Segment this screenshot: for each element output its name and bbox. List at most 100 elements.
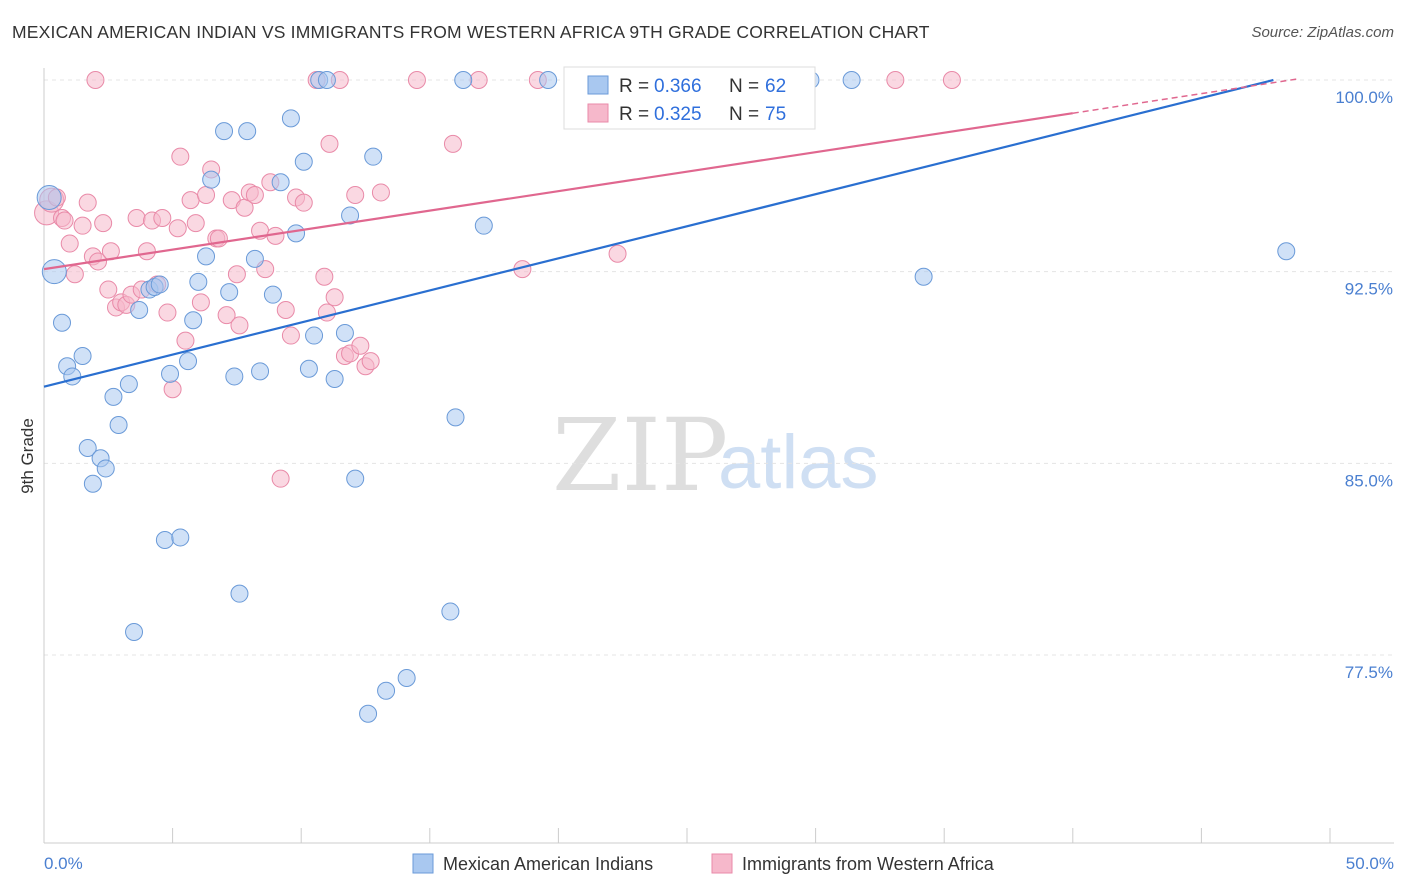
bottom-legend-label-blue: Mexican American Indians xyxy=(443,854,653,874)
legend-swatch-blue xyxy=(587,75,609,95)
western-africa-point xyxy=(168,219,187,238)
western-africa-point xyxy=(176,331,195,350)
mexican-american-indians-point xyxy=(271,173,290,192)
legend-r-value-blue: 0.366 xyxy=(654,76,702,97)
western-africa-point xyxy=(942,71,961,89)
western-africa-point xyxy=(186,214,205,233)
mexican-american-indians-point xyxy=(335,324,354,342)
legend-box: R = 0.366 N = 62 R = 0.325 N = 75 xyxy=(563,66,816,130)
western-africa-point xyxy=(227,265,246,284)
western-africa-point xyxy=(361,352,380,371)
legend-n-label-blue: N = xyxy=(729,76,759,97)
mexican-american-indians-point xyxy=(230,584,249,603)
x-tick-label-max: 50.0% xyxy=(1346,854,1394,873)
western-africa-point xyxy=(158,303,177,322)
mexican-american-indians-point xyxy=(130,301,149,319)
watermark-atlas: atlas xyxy=(718,420,879,505)
mexican-american-indians-point xyxy=(325,370,344,388)
y-tick-labels: 100.0% 92.5% 85.0% 77.5% xyxy=(1335,88,1393,682)
mexican-american-indians-point xyxy=(53,313,72,332)
western-africa-point xyxy=(99,280,118,299)
source-label: Source: ZipAtlas.com xyxy=(1251,24,1394,41)
western-africa-point xyxy=(60,234,79,253)
mexican-american-indians-point xyxy=(294,152,313,171)
mexican-american-indians-point xyxy=(341,206,360,225)
western-africa-point xyxy=(325,288,344,307)
mexican-american-indians-point xyxy=(96,459,115,478)
bottom-legend-label-pink: Immigrants from Western Africa xyxy=(742,854,995,874)
mexican-american-indians-point xyxy=(150,275,169,294)
western-africa-point xyxy=(217,306,236,325)
western-africa-point xyxy=(197,186,216,204)
mexican-american-indians-point xyxy=(263,285,282,304)
mexican-american-indians-point xyxy=(281,109,300,128)
mexican-american-indians-point xyxy=(119,375,138,394)
mexican-american-indians-point xyxy=(397,669,416,687)
y-tick-label: 92.5% xyxy=(1345,280,1393,299)
western-africa-point xyxy=(346,186,365,204)
western-africa-point xyxy=(407,71,426,89)
mexican-american-indians-point xyxy=(189,272,208,291)
bottom-legend: Mexican American Indians Immigrants from… xyxy=(412,853,995,874)
mexican-american-indians-point xyxy=(171,528,190,547)
mexican-american-indians-point xyxy=(914,267,933,286)
mexican-american-indians-point xyxy=(842,71,861,89)
trend-line-western-africa xyxy=(43,112,1073,271)
mexican-american-indians-point xyxy=(364,147,383,166)
western-africa-point xyxy=(181,191,200,210)
western-africa-point xyxy=(163,380,182,399)
mexican-american-indians-point xyxy=(238,122,257,141)
mexican-american-indians-point xyxy=(377,681,396,700)
mexican-american-indians-point xyxy=(346,469,365,488)
mexican-american-indians-point xyxy=(109,416,128,434)
mexican-american-indians-point xyxy=(245,249,264,268)
x-axis-ticks xyxy=(43,828,1331,843)
mexican-american-indians-point xyxy=(305,326,324,345)
mexican-american-indians-point xyxy=(287,224,306,243)
trend-line-mexican-american-indians xyxy=(43,78,1274,388)
trend-line-western-africa-extension xyxy=(1072,77,1300,114)
western-africa-point xyxy=(230,316,249,335)
legend-r-label-blue: R = xyxy=(619,76,649,97)
mexican-american-indians-point xyxy=(125,623,144,641)
y-tick-label: 85.0% xyxy=(1345,471,1393,490)
western-africa-point xyxy=(86,71,105,89)
mexican-american-indians-point xyxy=(161,364,180,383)
y-axis-label: 9th Grade xyxy=(18,418,37,494)
legend-r-label-pink: R = xyxy=(619,104,649,125)
mexican-american-indians-point xyxy=(184,311,203,330)
western-africa-point xyxy=(320,134,339,153)
mexican-american-indians-point xyxy=(1277,242,1296,261)
western-africa-point xyxy=(127,209,146,227)
western-africa-point xyxy=(78,193,97,212)
western-africa-point xyxy=(73,216,92,235)
legend-r-value-pink: 0.325 xyxy=(654,104,702,125)
bottom-legend-swatch-blue xyxy=(412,853,434,874)
mexican-american-indians-point xyxy=(454,71,473,89)
western-africa-point xyxy=(886,71,905,89)
mexican-american-indians-point xyxy=(73,347,92,365)
western-africa-point xyxy=(94,214,113,233)
western-africa-point xyxy=(137,242,156,261)
western-africa-point xyxy=(65,265,84,284)
mexican-american-indians-point xyxy=(104,387,123,406)
western-africa-point xyxy=(171,147,190,166)
mexican-american-indians-point xyxy=(83,474,102,493)
mexican-american-indians-point xyxy=(539,71,558,89)
western-africa-point xyxy=(351,336,370,355)
western-africa-point xyxy=(281,326,300,345)
legend-n-value-pink: 75 xyxy=(765,104,786,125)
western-africa-point xyxy=(245,186,264,204)
mexican-american-indians-point xyxy=(225,367,244,386)
western-africa-point xyxy=(271,469,290,488)
mexican-american-indians-point xyxy=(179,352,198,371)
mexican-american-indians-point xyxy=(36,185,62,211)
western-africa-point xyxy=(371,183,390,202)
mexican-american-indians-point xyxy=(197,247,216,266)
mexican-american-indians-point xyxy=(215,122,234,141)
mexican-american-indians-point xyxy=(78,439,97,457)
bottom-legend-swatch-pink xyxy=(711,853,733,874)
mexican-american-indians-point xyxy=(202,170,221,189)
mexican-american-indians-point xyxy=(155,531,174,549)
